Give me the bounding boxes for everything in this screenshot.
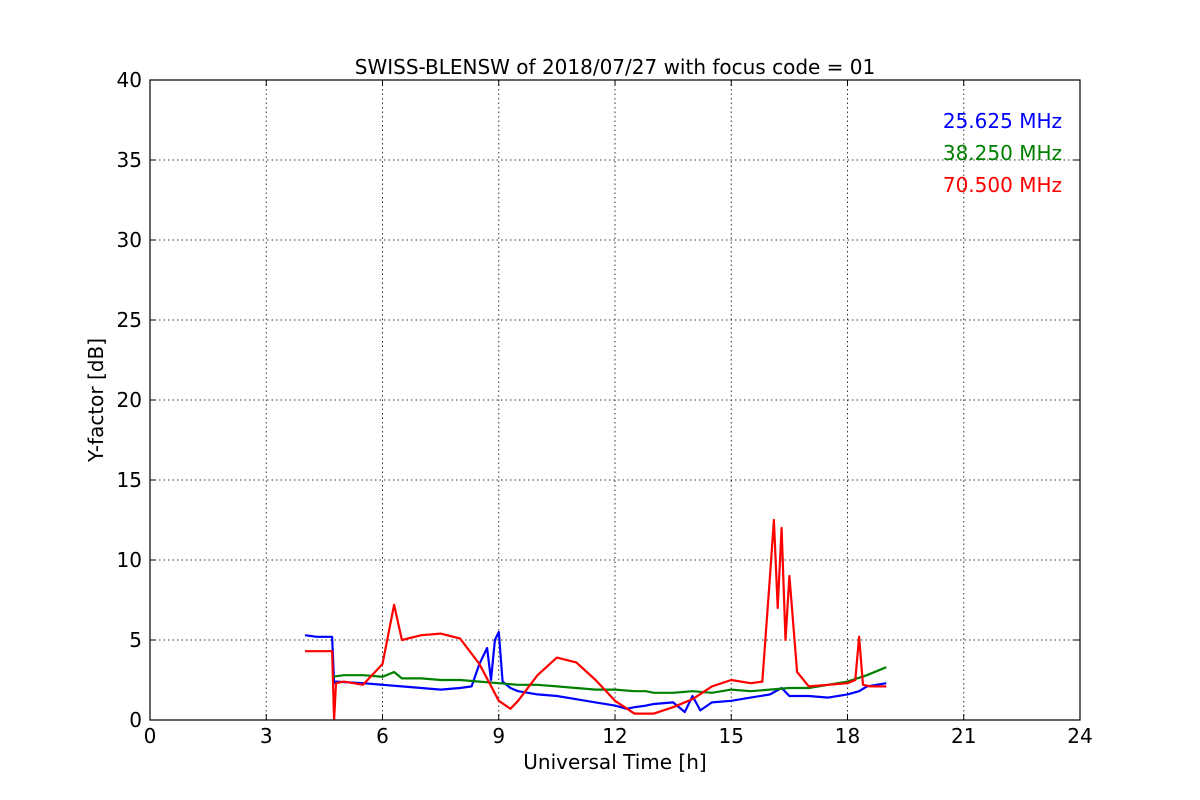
y-tick-label: 5 [129, 628, 142, 652]
series-layer [304, 518, 887, 720]
grid [150, 80, 1080, 720]
series-line-25-625-mhz [304, 630, 887, 714]
x-tick-label: 18 [835, 724, 860, 748]
ticks [149, 79, 1081, 721]
legend-entry: 38.250 MHz [943, 141, 1062, 165]
legend-entry: 25.625 MHz [943, 109, 1062, 133]
x-tick-label: 12 [602, 724, 627, 748]
x-tick-label: 0 [144, 724, 157, 748]
y-tick-label: 30 [117, 228, 142, 252]
chart-title: SWISS-BLENSW of 2018/07/27 with focus co… [355, 55, 876, 79]
y-axis-label: Y-factor [dB] [84, 338, 108, 463]
y-tick-label: 10 [117, 548, 142, 572]
y-tick-label: 20 [117, 388, 142, 412]
y-tick-label: 40 [117, 68, 142, 92]
x-tick-label: 3 [260, 724, 273, 748]
x-tick-label: 6 [376, 724, 389, 748]
x-axis-label: Universal Time [h] [523, 750, 706, 774]
y-tick-label: 15 [117, 468, 142, 492]
x-tick-label: 9 [492, 724, 505, 748]
x-tick-label: 21 [951, 724, 976, 748]
y-tick-label: 35 [117, 148, 142, 172]
y-tick-label: 0 [129, 708, 142, 732]
legend-entry: 70.500 MHz [943, 173, 1062, 197]
x-tick-label: 24 [1067, 724, 1092, 748]
series-line-70-500-mhz [305, 518, 887, 720]
y-tick-label: 25 [117, 308, 142, 332]
x-tick-label: 15 [719, 724, 744, 748]
tick-labels: 0 3 6 9 12 15 18 21 24 0 5 10 15 20 25 30 35 40 [117, 68, 1093, 748]
legend: 25.625 MHz 38.250 MHz 70.500 MHz [943, 109, 1062, 197]
